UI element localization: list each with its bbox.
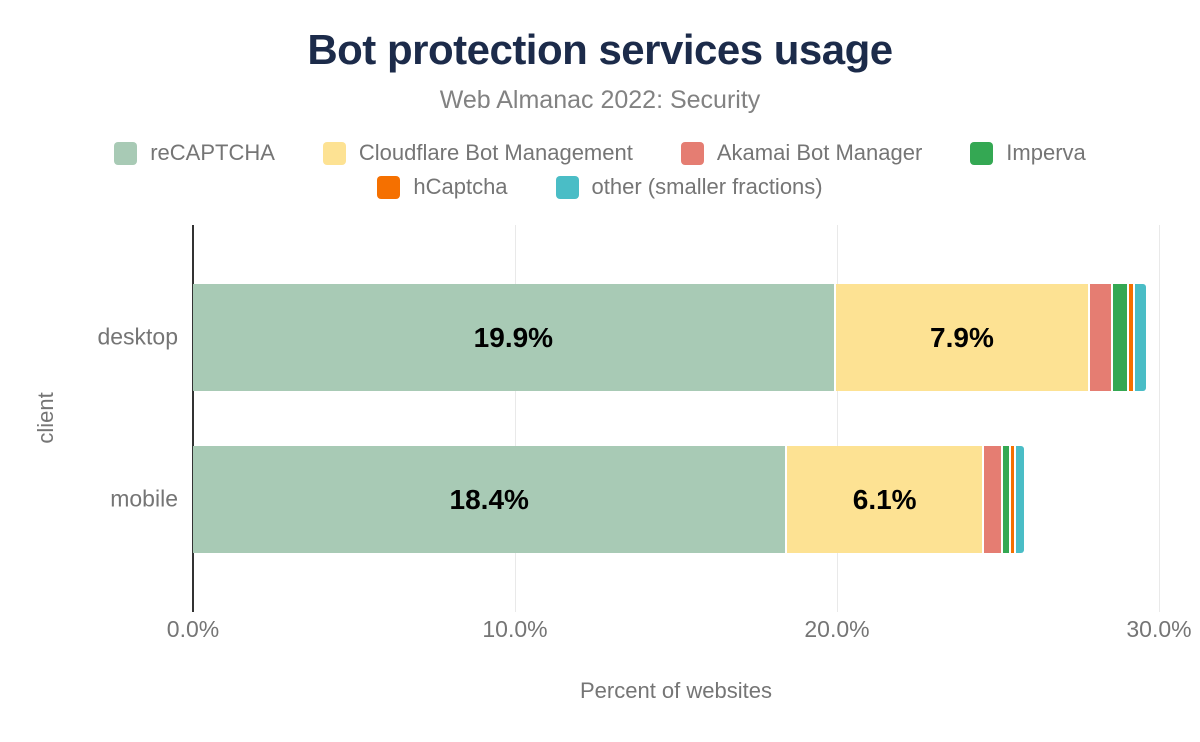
legend-item-imperva[interactable]: Imperva xyxy=(970,140,1086,166)
bar-segment-imperva-mobile[interactable] xyxy=(1001,446,1010,553)
data-label-cloudflare-bot-management-mobile: 6.1% xyxy=(852,483,917,515)
legend-label-cloudflare-bot-management: Cloudflare Bot Management xyxy=(358,140,633,165)
bar-segment-recaptcha-desktop[interactable]: 19.9% xyxy=(193,284,834,391)
gridline-30 xyxy=(1159,225,1160,612)
bar-desktop: 19.9% 7.9% xyxy=(193,284,1147,391)
x-axis-title: Percent of websites xyxy=(580,678,772,703)
x-tick-label-0: 0.0% xyxy=(166,616,220,642)
legend-swatch-icon-cloudflare-bot-management xyxy=(322,141,346,165)
data-label-cloudflare-bot-management-desktop: 7.9% xyxy=(930,321,994,353)
legend-label-imperva: Imperva xyxy=(1006,140,1086,165)
bar-segment-hcaptcha-mobile[interactable] xyxy=(1009,446,1015,553)
bar-segment-recaptcha-mobile[interactable]: 18.4% xyxy=(193,446,786,553)
y-axis-title: client xyxy=(33,392,58,444)
legend-label-akamai-bot-manager: Akamai Bot Manager xyxy=(716,140,923,165)
data-label-recaptcha-mobile: 18.4% xyxy=(449,483,529,515)
legend-row-2: hCaptcha other (smaller fractions) xyxy=(0,172,1200,202)
data-label-recaptcha-desktop: 19.9% xyxy=(473,321,554,353)
bar-segment-imperva-desktop[interactable] xyxy=(1110,284,1127,391)
bar-segment-akamai-bot-manager-desktop[interactable] xyxy=(1088,284,1111,391)
bar-segment-akamai-bot-manager-mobile[interactable] xyxy=(981,446,1002,553)
bar-segment-other-smaller-fractions-desktop[interactable] xyxy=(1133,284,1147,391)
legend-item-recaptcha[interactable]: reCAPTCHA xyxy=(114,140,275,166)
bar-mobile: 18.4% 6.1% xyxy=(193,446,1024,553)
legend-item-cloudflare-bot-management[interactable]: Cloudflare Bot Management xyxy=(322,140,633,166)
bar-segment-other-smaller-fractions-mobile[interactable] xyxy=(1014,446,1024,553)
x-tick-label-20: 20.0% xyxy=(804,616,870,642)
legend-item-other-smaller-fractions[interactable]: other (smaller fractions) xyxy=(555,174,823,200)
legend-label-other-smaller-fractions: other (smaller fractions) xyxy=(591,174,823,199)
bar-segment-cloudflare-bot-management-desktop[interactable]: 7.9% xyxy=(833,284,1089,391)
chart-subtitle: Web Almanac 2022: Security xyxy=(439,86,761,114)
category-label-desktop: desktop xyxy=(97,323,178,350)
legend-swatch-icon-akamai-bot-manager xyxy=(680,141,704,165)
gridline-10 xyxy=(515,225,516,612)
legend-swatch-icon-imperva xyxy=(970,141,994,165)
legend: reCAPTCHA Cloudflare Bot Management Akamai… xyxy=(0,138,1200,202)
category-label-mobile: mobile xyxy=(110,485,178,512)
legend-swatch-icon-hcaptcha xyxy=(377,175,401,199)
legend-swatch-icon-recaptcha xyxy=(114,141,138,165)
legend-row-1: reCAPTCHA Cloudflare Bot Management Akamai… xyxy=(0,138,1200,168)
bar-segment-hcaptcha-desktop[interactable] xyxy=(1126,284,1134,391)
legend-label-hcaptcha: hCaptcha xyxy=(413,174,508,199)
x-tick-label-10: 10.0% xyxy=(482,616,548,642)
legend-item-akamai-bot-manager[interactable]: Akamai Bot Manager xyxy=(680,140,923,166)
gridline-20 xyxy=(837,225,838,612)
chart-title: Bot protection services usage xyxy=(307,26,893,73)
legend-item-hcaptcha[interactable]: hCaptcha xyxy=(377,174,508,200)
legend-swatch-icon-other-smaller-fractions xyxy=(555,175,579,199)
x-tick-label-30: 30.0% xyxy=(1126,616,1192,642)
y-axis-line xyxy=(192,225,194,612)
legend-label-recaptcha: reCAPTCHA xyxy=(150,140,275,165)
bar-segment-cloudflare-bot-management-mobile[interactable]: 6.1% xyxy=(785,446,982,553)
